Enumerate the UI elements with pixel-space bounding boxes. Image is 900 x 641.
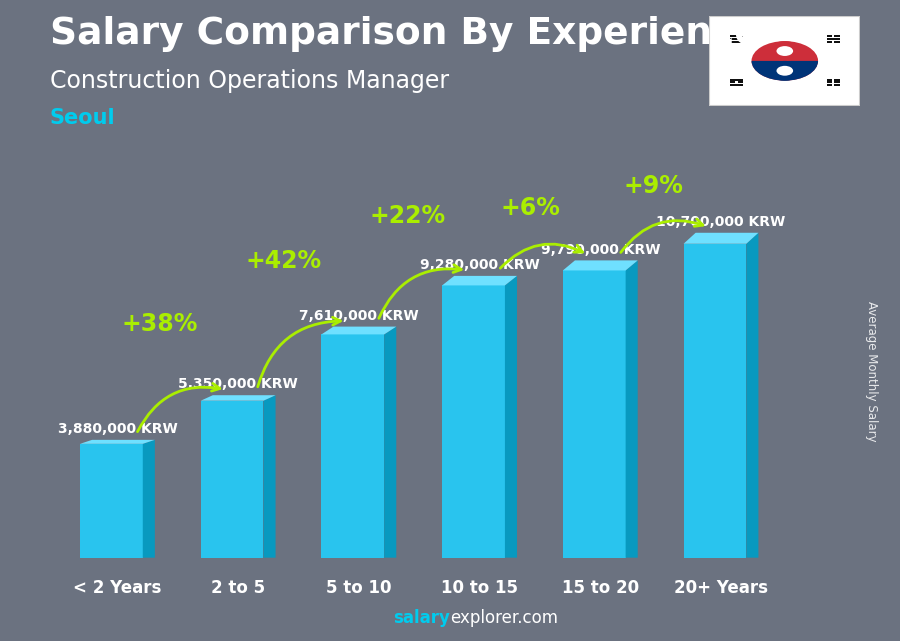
Bar (827, 81, 832, 83)
Text: 5,350,000 KRW: 5,350,000 KRW (178, 378, 298, 392)
Bar (730, 38, 742, 40)
Polygon shape (201, 395, 275, 401)
Bar (730, 81, 735, 83)
Text: +22%: +22% (369, 204, 446, 228)
Circle shape (777, 66, 793, 76)
Text: Construction Operations Manager: Construction Operations Manager (50, 69, 448, 93)
Text: 9,280,000 KRW: 9,280,000 KRW (419, 258, 539, 272)
Text: Salary Comparison By Experience: Salary Comparison By Experience (50, 16, 760, 52)
Polygon shape (80, 440, 155, 444)
Bar (684, 244, 746, 558)
Bar (730, 79, 742, 81)
Bar (730, 85, 742, 87)
Text: 10,700,000 KRW: 10,700,000 KRW (656, 215, 786, 229)
Bar (827, 79, 832, 81)
Text: 9,790,000 KRW: 9,790,000 KRW (541, 242, 660, 256)
Bar (827, 41, 832, 43)
Circle shape (769, 61, 801, 81)
Bar (80, 444, 143, 558)
Bar (738, 81, 742, 83)
Bar (834, 79, 840, 81)
Bar (201, 401, 264, 558)
Circle shape (777, 46, 793, 56)
Text: salary: salary (393, 609, 450, 627)
Text: < 2 Years: < 2 Years (73, 579, 162, 597)
Text: +6%: +6% (500, 196, 560, 221)
Text: 2 to 5: 2 to 5 (212, 579, 266, 597)
Text: 3,880,000 KRW: 3,880,000 KRW (58, 422, 177, 436)
Polygon shape (684, 233, 759, 244)
Bar (442, 285, 505, 558)
Polygon shape (264, 395, 275, 558)
Text: 7,610,000 KRW: 7,610,000 KRW (299, 309, 418, 323)
Polygon shape (143, 440, 155, 558)
Bar (834, 85, 840, 87)
Bar (834, 41, 840, 43)
Polygon shape (746, 233, 759, 558)
Bar (834, 35, 840, 37)
Bar (827, 35, 832, 37)
Bar (730, 35, 742, 37)
Text: Seoul: Seoul (50, 108, 115, 128)
Text: 20+ Years: 20+ Years (674, 579, 768, 597)
Circle shape (752, 41, 818, 81)
Polygon shape (442, 276, 517, 285)
Text: 5 to 10: 5 to 10 (326, 579, 392, 597)
Text: 10 to 15: 10 to 15 (441, 579, 518, 597)
Bar (827, 85, 832, 87)
Polygon shape (626, 260, 638, 558)
Wedge shape (752, 61, 818, 81)
Text: Average Monthly Salary: Average Monthly Salary (865, 301, 878, 442)
Bar (834, 81, 840, 83)
Text: +9%: +9% (624, 174, 683, 199)
Text: +42%: +42% (246, 249, 322, 273)
Text: +38%: +38% (122, 312, 198, 336)
Polygon shape (384, 327, 396, 558)
Polygon shape (505, 276, 517, 558)
Bar (321, 335, 384, 558)
Circle shape (769, 41, 801, 61)
Bar (827, 38, 840, 40)
Bar (730, 41, 742, 43)
Text: 15 to 20: 15 to 20 (562, 579, 639, 597)
Polygon shape (321, 327, 396, 335)
Polygon shape (562, 260, 638, 271)
Text: explorer.com: explorer.com (450, 609, 558, 627)
Bar (562, 271, 626, 558)
